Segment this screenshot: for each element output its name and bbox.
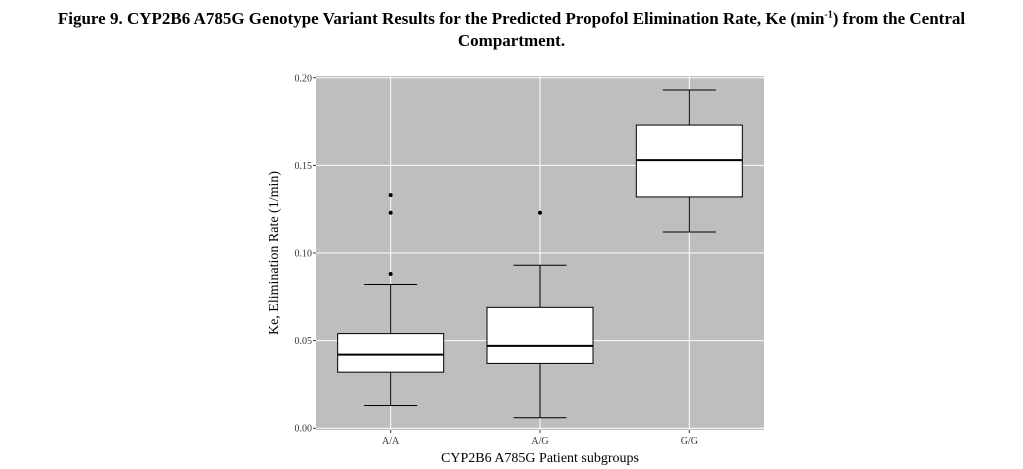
- figure-title-end: ) from the Central: [832, 9, 966, 28]
- outlier-point: [388, 272, 393, 277]
- iqr-box: [337, 333, 445, 373]
- x-axis-title: CYP2B6 A785G Patient subgroups: [441, 451, 639, 466]
- box-group: [635, 89, 743, 233]
- iqr-box: [486, 306, 594, 364]
- figure-title-main: Figure 9. CYP2B6 A785G Genotype Variant …: [57, 9, 825, 28]
- outlier-point: [388, 193, 393, 198]
- figure-title-line2: Compartment.: [457, 31, 566, 50]
- figure-title: Figure 9. CYP2B6 A785G Genotype Variant …: [0, 8, 1023, 52]
- x-tick-label: G/G: [681, 436, 698, 447]
- y-axis-title: Ke, Elimination Rate (1/min): [267, 171, 282, 335]
- box-group: [337, 193, 445, 406]
- x-tick-label: A/G: [531, 436, 548, 447]
- y-tick-label: 0.00: [295, 424, 313, 435]
- y-tick-label: 0.15: [295, 161, 313, 172]
- boxes: [337, 89, 743, 419]
- outlier-point: [538, 210, 542, 215]
- y-tick-label: 0.20: [295, 73, 313, 84]
- axes: 0.00 0.05 0.10 0.15 0.20 A/A A/G G/G: [295, 73, 698, 447]
- figure-title-superscript: -1: [824, 9, 833, 21]
- outlier-point: [388, 210, 393, 215]
- box-group: [486, 210, 594, 419]
- y-tick-label: 0.10: [295, 249, 313, 260]
- x-tick-label: A/A: [382, 436, 400, 447]
- y-tick-label: 0.05: [295, 336, 313, 347]
